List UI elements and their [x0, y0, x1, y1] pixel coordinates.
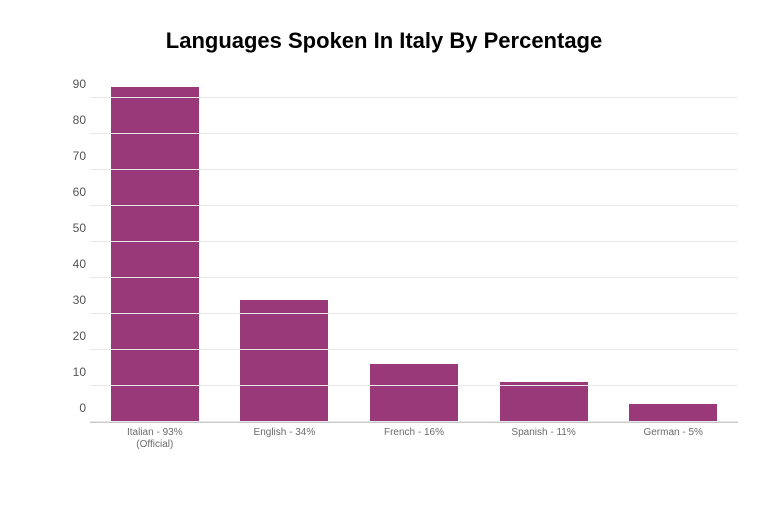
chart-container: 0102030405060708090 Italian - 93% (Offic…: [60, 80, 738, 451]
bar: [629, 404, 717, 422]
bar: [240, 300, 328, 422]
bar-slot: [90, 80, 220, 422]
y-tick-label: 90: [58, 77, 86, 91]
y-tick-label: 40: [58, 257, 86, 271]
y-tick-label: 10: [58, 365, 86, 379]
gridline: [90, 169, 738, 170]
gridline: [90, 277, 738, 278]
gridline: [90, 241, 738, 242]
y-tick-label: 30: [58, 293, 86, 307]
x-tick-label: Italian - 93% (Official): [90, 423, 220, 451]
gridline: [90, 313, 738, 314]
x-tick-label: English - 34%: [220, 423, 350, 451]
gridline: [90, 421, 738, 422]
gridline: [90, 97, 738, 98]
gridline: [90, 385, 738, 386]
x-axis-labels: Italian - 93% (Official)English - 34%Fre…: [90, 423, 738, 451]
y-tick-label: 70: [58, 149, 86, 163]
bar: [370, 364, 458, 422]
bar: [111, 87, 199, 422]
gridline: [90, 133, 738, 134]
y-tick-label: 80: [58, 113, 86, 127]
bar-slot: [608, 80, 738, 422]
y-tick-label: 60: [58, 185, 86, 199]
x-tick-label: German - 5%: [608, 423, 738, 451]
y-tick-label: 0: [58, 401, 86, 415]
bar-slot: [220, 80, 350, 422]
bar-slot: [479, 80, 609, 422]
y-tick-label: 50: [58, 221, 86, 235]
bar-slot: [349, 80, 479, 422]
x-tick-label: French - 16%: [349, 423, 479, 451]
y-tick-label: 20: [58, 329, 86, 343]
gridline: [90, 205, 738, 206]
x-tick-label: Spanish - 11%: [479, 423, 609, 451]
bar: [500, 382, 588, 422]
plot-area: 0102030405060708090: [90, 80, 738, 423]
gridline: [90, 349, 738, 350]
chart-title: Languages Spoken In Italy By Percentage: [0, 0, 768, 64]
bars-group: [90, 80, 738, 422]
